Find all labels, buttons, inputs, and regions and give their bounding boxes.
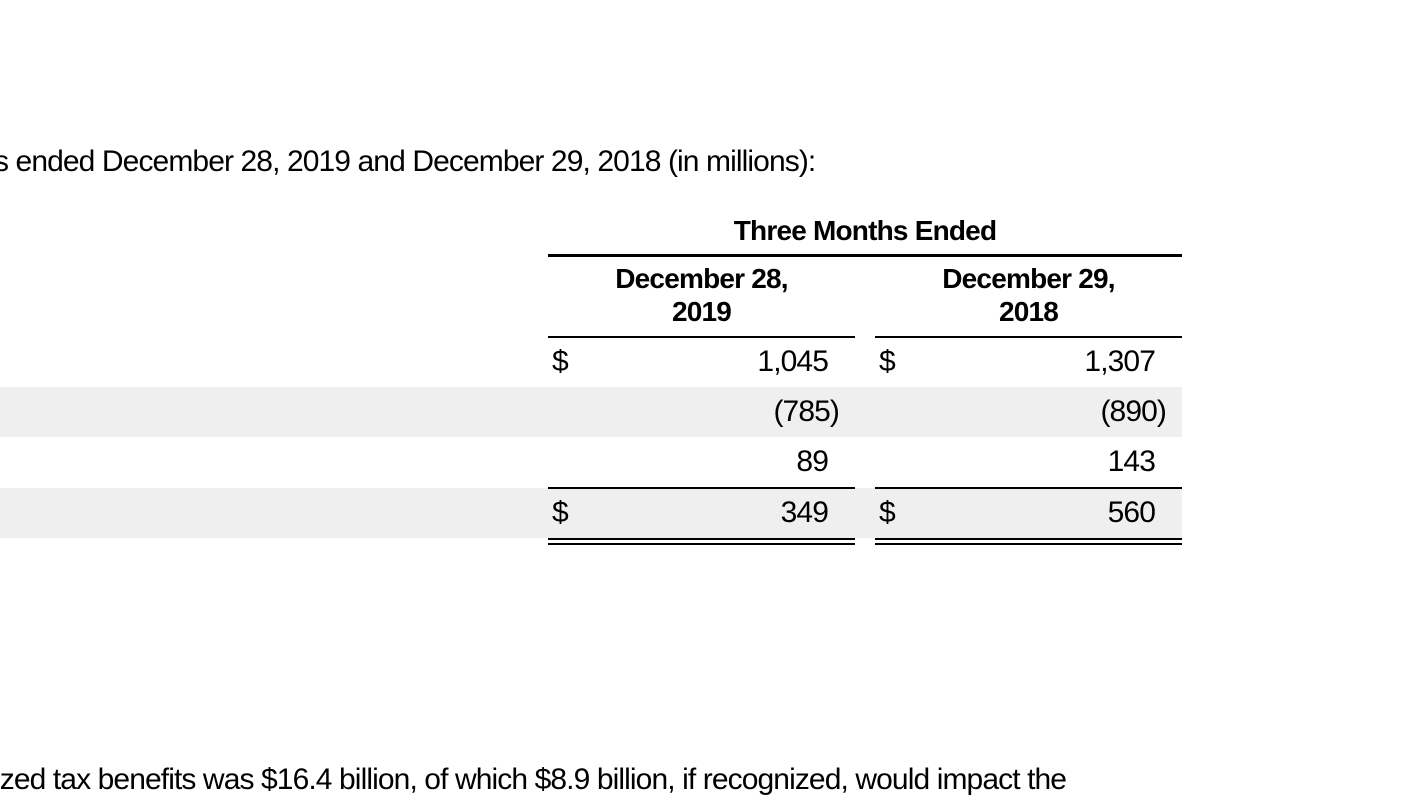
row-2-value-2019: (785) (773, 395, 839, 428)
subtotal-rule-2019 (548, 487, 855, 489)
row-shading-2 (0, 387, 1182, 437)
row-3-value-2019: 89 (796, 445, 828, 478)
column-header-2019: December 28, 2019 (548, 262, 855, 338)
footer-text: ized tax benefits was $16.4 billion, of … (0, 763, 1067, 796)
row-1-value-2019: 1,045 (757, 345, 828, 378)
column-header-2019-line1: December 28, (615, 263, 788, 294)
row-3-value-2018: 143 (1107, 445, 1156, 478)
row-2-value-2018: (890) (1100, 395, 1166, 428)
total-double-rule-2019 (548, 538, 855, 545)
column-header-2018-line2: 2018 (998, 296, 1059, 327)
row-4-currency-2018: $ (879, 496, 896, 529)
row-shading-4 (0, 488, 1182, 538)
column-header-2019-line2: 2019 (671, 296, 732, 327)
subtotal-rule-2018 (875, 487, 1182, 489)
column-header-2018: December 29, 2018 (875, 262, 1182, 338)
table-group-header: Three Months Ended (548, 212, 1182, 257)
column-header-2018-line1: December 29, (942, 263, 1115, 294)
row-4-value-2019: 349 (780, 496, 829, 529)
total-double-rule-2018 (875, 538, 1182, 545)
intro-text: s ended December 28, 2019 and December 2… (0, 145, 816, 178)
row-1-currency-2019: $ (552, 345, 569, 378)
row-1-currency-2018: $ (879, 345, 896, 378)
row-4-currency-2019: $ (552, 496, 569, 529)
row-1-value-2018: 1,307 (1084, 345, 1155, 378)
row-4-value-2018: 560 (1107, 496, 1156, 529)
